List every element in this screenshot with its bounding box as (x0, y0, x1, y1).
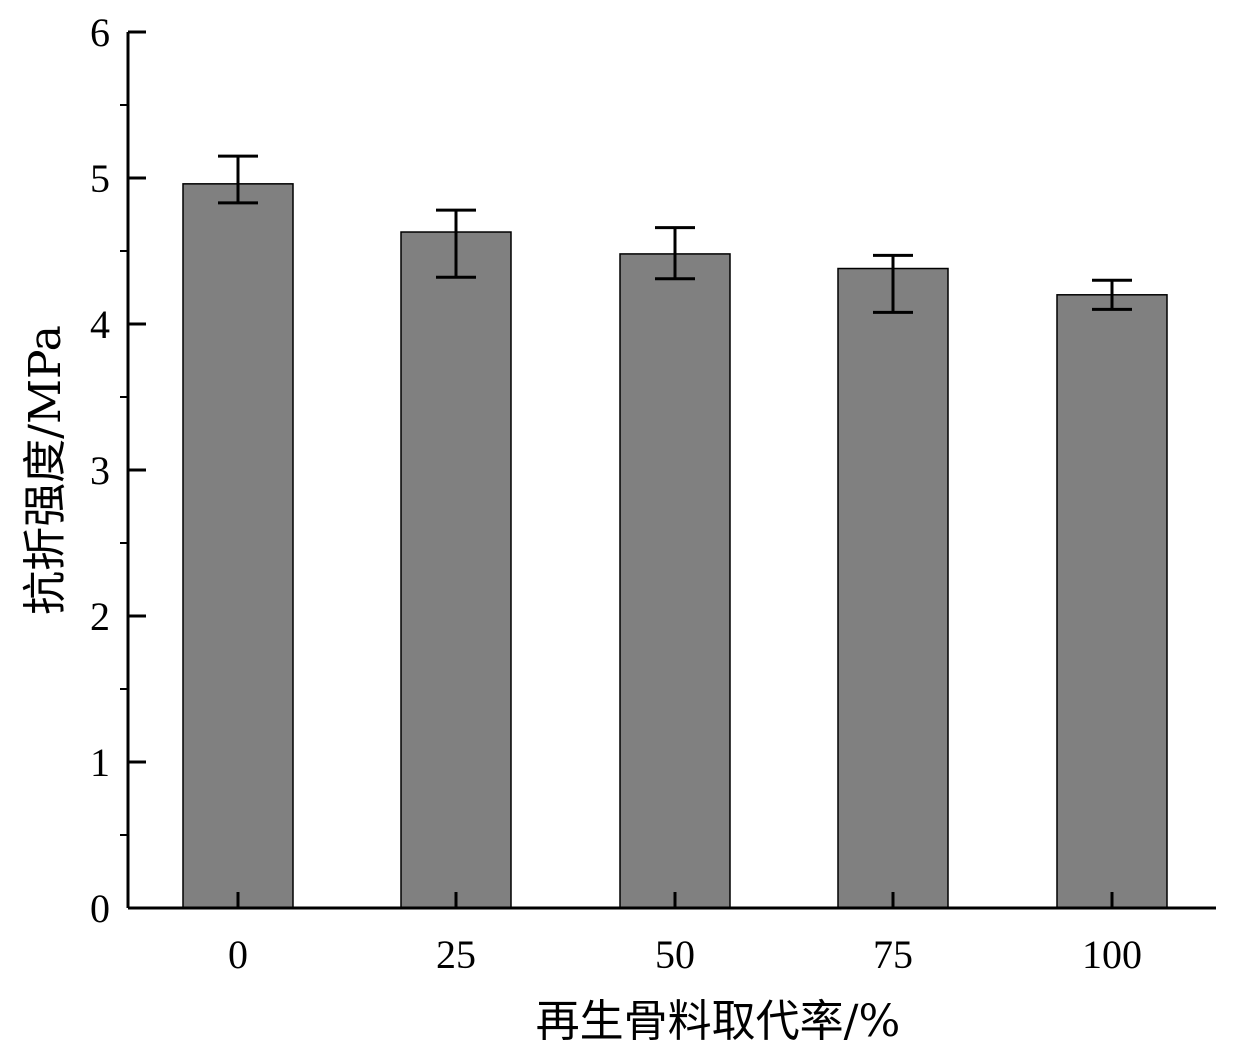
error-bars-layer (218, 154, 1132, 314)
bar-75 (837, 267, 949, 909)
y-axis-title: 抗折强度/MPa (20, 325, 71, 615)
x-tick-label-50: 50 (655, 932, 695, 977)
y-ticks-layer: 0 1 2 3 4 5 6 (90, 10, 146, 931)
y-tick-label-5: 5 (90, 156, 110, 201)
x-tick-label-100: 100 (1082, 932, 1142, 977)
x-tick-label-25: 25 (436, 932, 476, 977)
bars-layer (182, 183, 1168, 909)
x-ticks-layer: 0 25 50 75 100 (228, 892, 1142, 977)
y-tick-label-1: 1 (90, 740, 110, 785)
y-tick-label-4: 4 (90, 302, 110, 347)
y-tick-label-2: 2 (90, 594, 110, 639)
bar-100 (1056, 294, 1168, 909)
y-tick-label-0: 0 (90, 886, 110, 931)
bar-50 (619, 253, 731, 909)
y-tick-label-6: 6 (90, 10, 110, 55)
x-axis-title: 再生骨料取代率/% (536, 996, 901, 1047)
x-tick-label-75: 75 (873, 932, 913, 977)
y-tick-label-3: 3 (90, 448, 110, 493)
x-tick-label-0: 0 (228, 932, 248, 977)
bar-25 (400, 231, 512, 909)
bar-0 (182, 183, 294, 909)
